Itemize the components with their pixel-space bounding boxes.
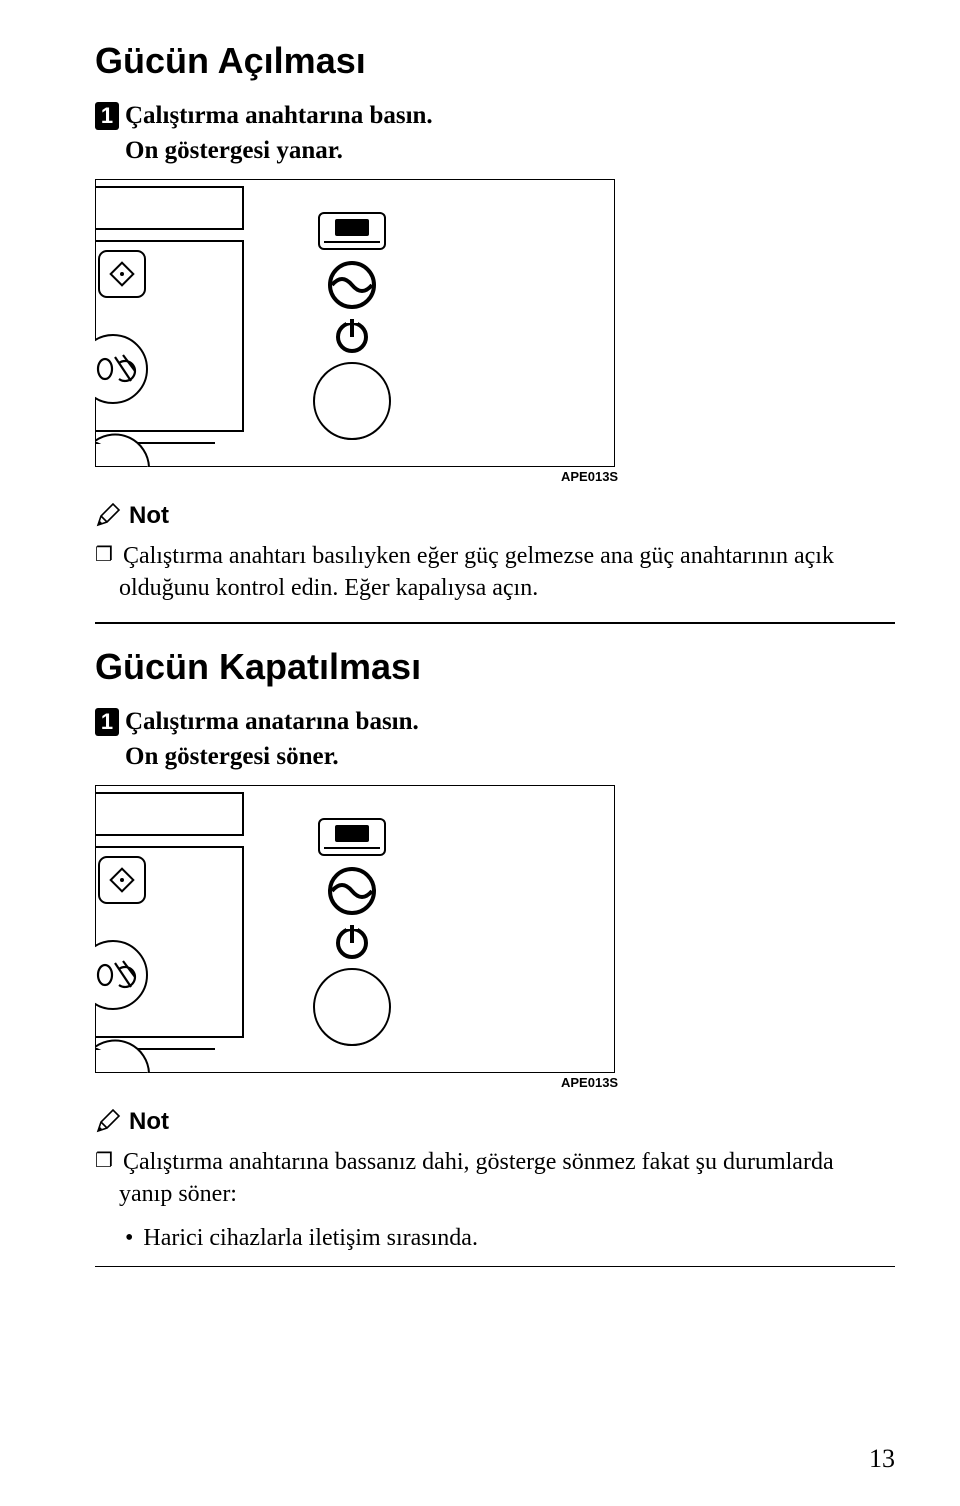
section-divider xyxy=(95,622,895,624)
step-row: 1 Çalıştırma anahtarına basın. xyxy=(95,100,895,133)
section-end-rule xyxy=(95,1266,895,1267)
step-instruction: Çalıştırma anatarına basın. xyxy=(125,706,419,739)
illustration-power-on xyxy=(95,179,895,467)
step-result: On göstergesi yanar. xyxy=(125,137,895,165)
illustration-power-off xyxy=(95,785,895,1073)
section-heading-power-off: Gücün Kapatılması xyxy=(95,646,895,688)
note-label: Not xyxy=(129,502,169,530)
note-heading-row: Not xyxy=(95,502,895,530)
note-bullet: Harici cihazlarla iletişim sırasında. xyxy=(143,1225,895,1252)
panel-svg xyxy=(95,785,615,1073)
section-heading-power-on: Gücün Açılması xyxy=(95,40,895,82)
step-result: On göstergesi söner. xyxy=(125,743,895,771)
note-heading-row: Not xyxy=(95,1108,895,1136)
pencil-icon xyxy=(95,1109,121,1135)
panel-svg xyxy=(95,179,615,467)
note-body: Çalıştırma anahtarına bassanız dahi, gös… xyxy=(119,1146,895,1211)
note-label: Not xyxy=(129,1108,169,1136)
page-number: 13 xyxy=(869,1444,895,1474)
step-row: 1 Çalıştırma anatarına basın. xyxy=(95,706,895,739)
figure-caption: APE013S xyxy=(561,469,895,484)
pencil-icon xyxy=(95,503,121,529)
note-body: Çalıştırma anahtarı basılıyken eğer güç … xyxy=(119,540,895,605)
step-number-badge: 1 xyxy=(95,708,119,736)
step-number-badge: 1 xyxy=(95,102,119,130)
figure-caption: APE013S xyxy=(561,1075,895,1090)
step-instruction: Çalıştırma anahtarına basın. xyxy=(125,100,433,133)
